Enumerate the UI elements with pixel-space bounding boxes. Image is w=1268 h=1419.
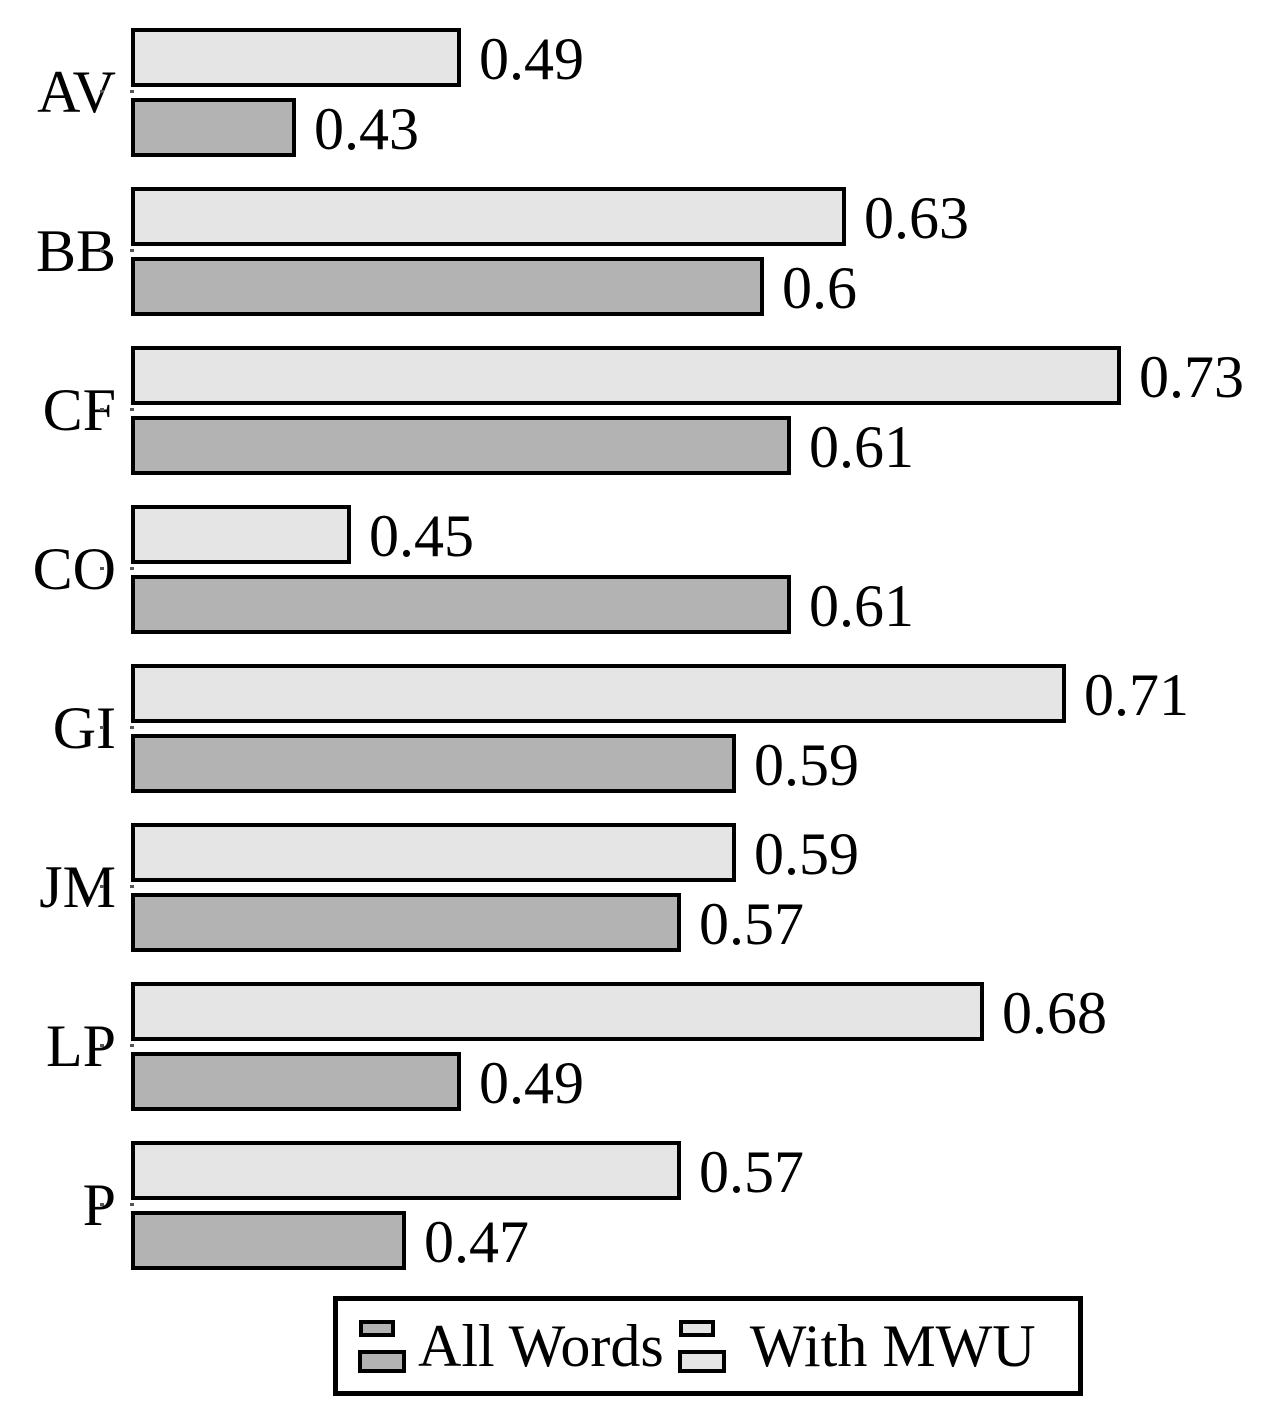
swatch-top-rect [359, 1319, 395, 1337]
chart-legend: All Words With MWU [333, 1296, 1083, 1396]
category-label-gi: GI [52, 695, 116, 761]
bar-value-label: 0.73 [1139, 343, 1244, 410]
axis-tick [100, 1044, 104, 1047]
with-mwu-swatch-icon [677, 1319, 726, 1373]
bar-with-mwu-av [131, 28, 461, 87]
axis-tick [100, 1203, 104, 1206]
bar-value-label: 0.59 [754, 731, 859, 798]
bar-chart: AV 0.49 0.43 BB 0.63 0.6 CF 0.73 0.61 CO 0.45 0.61 G… [32, 25, 1244, 1275]
axis-tick [100, 885, 104, 888]
axis-tick [100, 408, 104, 411]
legend-label-with-mwu: With MWU [749, 1313, 1036, 1379]
bar-with-mwu-co [131, 505, 351, 564]
swatch-bottom-rect [358, 1349, 406, 1373]
bar-value-label: 0.61 [809, 413, 914, 480]
category-label-co: CO [32, 536, 116, 602]
category-label-p: P [82, 1172, 116, 1238]
bar-value-label: 0.43 [314, 95, 419, 162]
axis-tick [130, 567, 134, 570]
axis-tick [100, 90, 104, 93]
category-label-av: AV [37, 59, 116, 125]
axis-tick [130, 1044, 134, 1047]
bar-all-words-jm [131, 893, 681, 952]
bar-with-mwu-lp [131, 982, 984, 1041]
bar-value-label: 0.6 [782, 254, 857, 321]
category-label-bb: BB [35, 218, 116, 284]
bar-all-words-lp [131, 1052, 461, 1111]
legend-entry-all-words: All Words [358, 1316, 664, 1376]
bar-value-label: 0.68 [1002, 979, 1107, 1046]
bar-all-words-bb [131, 257, 764, 316]
bar-value-label: 0.63 [864, 184, 969, 251]
bar-value-label: 0.49 [479, 25, 584, 92]
bar-with-mwu-p [131, 1141, 681, 1200]
category-label-cf: CF [42, 377, 116, 443]
bar-all-words-cf [131, 416, 791, 475]
bar-all-words-p [131, 1211, 406, 1270]
swatch-top-rect [678, 1319, 715, 1337]
all-words-swatch-icon [358, 1319, 406, 1373]
axis-tick [100, 726, 104, 729]
axis-tick [100, 567, 104, 570]
legend-label-all-words: All Words [418, 1313, 664, 1379]
axis-tick [130, 726, 134, 729]
bar-all-words-gi [131, 734, 736, 793]
bar-all-words-co [131, 575, 791, 634]
category-label-lp: LP [45, 1013, 116, 1079]
bar-with-mwu-gi [131, 664, 1066, 723]
axis-tick [130, 885, 134, 888]
axis-tick [130, 1203, 134, 1206]
bar-value-label: 0.61 [809, 572, 914, 639]
bar-value-label: 0.49 [479, 1049, 584, 1116]
axis-tick [100, 249, 104, 252]
bar-value-label: 0.71 [1084, 661, 1189, 728]
bar-value-label: 0.47 [424, 1208, 529, 1275]
swatch-bottom-rect [677, 1349, 726, 1373]
bar-with-mwu-bb [131, 187, 846, 246]
axis-tick [130, 90, 134, 93]
bar-with-mwu-cf [131, 346, 1121, 405]
axis-tick [130, 408, 134, 411]
bar-value-label: 0.45 [369, 502, 474, 569]
bar-value-label: 0.59 [754, 820, 859, 887]
legend-entry-with-mwu: With MWU [677, 1313, 1036, 1379]
bar-with-mwu-jm [131, 823, 736, 882]
bar-value-label: 0.57 [699, 890, 804, 957]
bar-value-label: 0.57 [699, 1138, 804, 1205]
category-label-jm: JM [39, 854, 116, 920]
axis-tick [130, 249, 134, 252]
bar-all-words-av [131, 98, 296, 157]
